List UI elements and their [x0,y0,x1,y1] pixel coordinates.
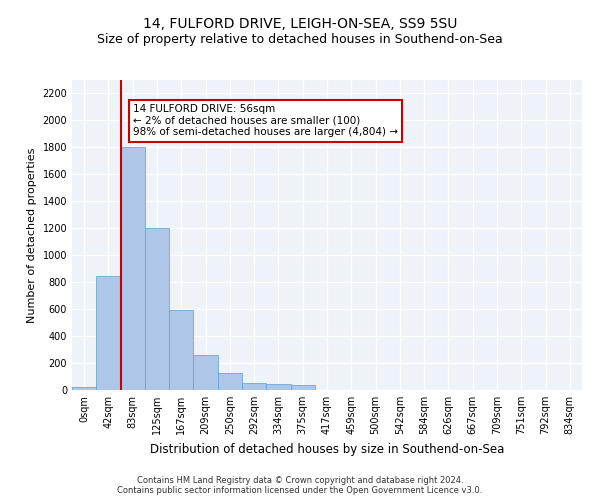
Bar [242,384,266,390]
Bar [72,386,96,390]
Bar [193,355,218,390]
X-axis label: Distribution of detached houses by size in Southend-on-Sea: Distribution of detached houses by size … [150,442,504,456]
Bar [121,148,145,390]
Bar [290,386,315,390]
Bar [96,276,121,390]
Bar [169,310,193,390]
Bar [145,228,169,390]
Bar [218,373,242,390]
Text: Size of property relative to detached houses in Southend-on-Sea: Size of property relative to detached ho… [97,32,503,46]
Text: 14 FULFORD DRIVE: 56sqm
← 2% of detached houses are smaller (100)
98% of semi-de: 14 FULFORD DRIVE: 56sqm ← 2% of detached… [133,104,398,138]
Bar [266,384,290,390]
Text: Contains HM Land Registry data © Crown copyright and database right 2024.
Contai: Contains HM Land Registry data © Crown c… [118,476,482,495]
Text: 14, FULFORD DRIVE, LEIGH-ON-SEA, SS9 5SU: 14, FULFORD DRIVE, LEIGH-ON-SEA, SS9 5SU [143,18,457,32]
Y-axis label: Number of detached properties: Number of detached properties [27,148,37,322]
